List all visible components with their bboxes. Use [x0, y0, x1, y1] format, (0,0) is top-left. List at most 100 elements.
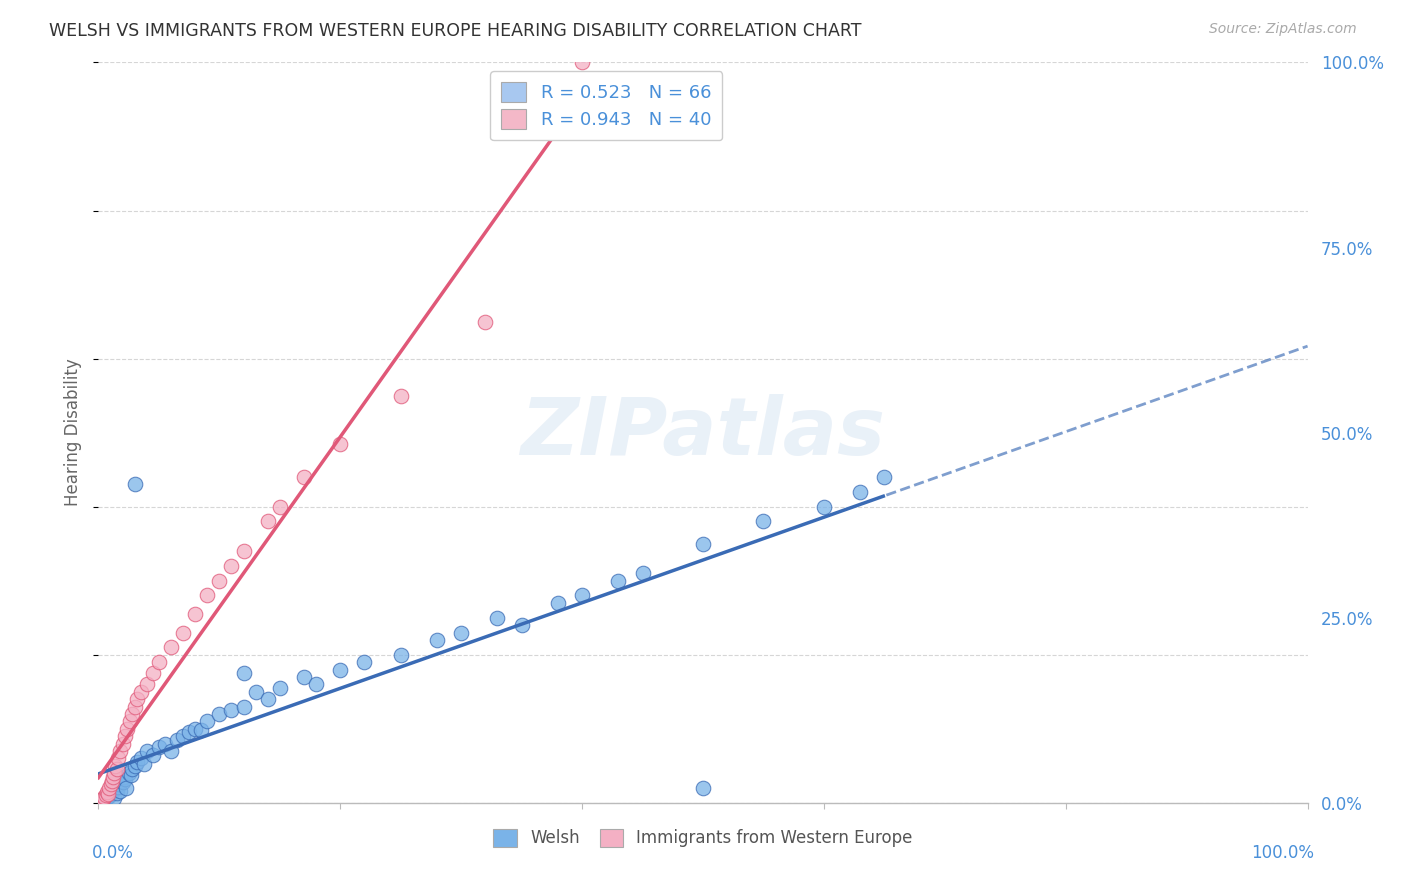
Point: [104, 780, 127, 795]
Point: [114, 772, 136, 786]
Text: ZIPatlas: ZIPatlas: [520, 393, 886, 472]
Point: [353, 655, 375, 669]
Point: [184, 607, 207, 621]
Point: [873, 470, 896, 484]
Point: [692, 780, 714, 795]
Point: [100, 787, 122, 801]
Point: [148, 740, 170, 755]
Point: [607, 574, 630, 588]
Point: [100, 777, 122, 791]
Point: [94, 789, 117, 803]
Point: [127, 692, 149, 706]
Point: [160, 744, 183, 758]
Point: [127, 755, 149, 769]
Point: [305, 677, 328, 691]
Point: [101, 770, 124, 784]
Point: [142, 666, 165, 681]
Point: [245, 685, 267, 699]
Point: [232, 666, 254, 681]
Point: [107, 780, 129, 794]
Point: [111, 775, 134, 789]
Point: [124, 699, 146, 714]
Text: 0.0%: 0.0%: [93, 844, 134, 862]
Point: [256, 515, 278, 529]
Point: [96, 789, 118, 804]
Point: [269, 681, 291, 695]
Point: [104, 758, 127, 772]
Point: [450, 625, 472, 640]
Point: [221, 703, 243, 717]
Point: [135, 744, 157, 758]
Point: [232, 699, 254, 714]
Point: [486, 610, 509, 624]
Point: [160, 640, 183, 655]
Point: [195, 714, 218, 729]
Point: [105, 786, 128, 800]
Point: [195, 589, 218, 603]
Text: 100.0%: 100.0%: [1250, 844, 1313, 862]
Point: [547, 596, 569, 610]
Point: [269, 500, 291, 514]
Point: [117, 722, 139, 736]
Point: [111, 737, 134, 751]
Point: [129, 751, 152, 765]
Point: [292, 470, 315, 484]
Point: [98, 780, 121, 795]
Point: [571, 589, 593, 603]
Point: [108, 784, 131, 798]
Point: [329, 663, 352, 677]
Point: [221, 558, 243, 573]
Point: [114, 729, 136, 743]
Point: [120, 767, 142, 781]
Point: [184, 722, 207, 736]
Point: [107, 751, 129, 765]
Point: [813, 500, 835, 514]
Point: [103, 766, 125, 780]
Point: [849, 484, 872, 499]
Point: [110, 773, 132, 788]
Point: [108, 744, 131, 758]
Point: [91, 792, 114, 806]
Point: [166, 732, 188, 747]
Point: [389, 388, 412, 402]
Point: [292, 670, 315, 684]
Point: [97, 789, 120, 803]
Point: [112, 770, 135, 784]
Point: [256, 692, 278, 706]
Text: WELSH VS IMMIGRANTS FROM WESTERN EUROPE HEARING DISABILITY CORRELATION CHART: WELSH VS IMMIGRANTS FROM WESTERN EUROPE …: [49, 22, 862, 40]
Point: [115, 780, 138, 795]
Point: [91, 793, 114, 807]
Point: [90, 794, 112, 808]
Point: [190, 723, 212, 738]
Point: [172, 625, 194, 640]
Point: [105, 763, 128, 777]
Point: [135, 677, 157, 691]
Point: [208, 706, 231, 721]
Point: [93, 789, 115, 804]
Point: [97, 787, 120, 801]
Point: [692, 536, 714, 550]
Point: [100, 773, 122, 788]
Point: [124, 477, 146, 491]
Point: [571, 55, 593, 70]
Point: [94, 791, 117, 805]
Point: [101, 782, 124, 797]
Point: [121, 763, 143, 777]
Point: [98, 789, 121, 804]
Point: [118, 714, 141, 729]
Legend: Welsh, Immigrants from Western Europe: Welsh, Immigrants from Western Europe: [484, 819, 922, 857]
Point: [121, 706, 143, 721]
Point: [118, 766, 141, 780]
Point: [208, 574, 231, 588]
Text: Source: ZipAtlas.com: Source: ZipAtlas.com: [1209, 22, 1357, 37]
Point: [148, 655, 170, 669]
Point: [389, 648, 412, 662]
Point: [124, 758, 146, 772]
Point: [232, 544, 254, 558]
Point: [153, 737, 176, 751]
Point: [631, 566, 654, 581]
Point: [142, 747, 165, 762]
Point: [329, 436, 352, 450]
Point: [474, 314, 496, 328]
Point: [134, 757, 156, 772]
